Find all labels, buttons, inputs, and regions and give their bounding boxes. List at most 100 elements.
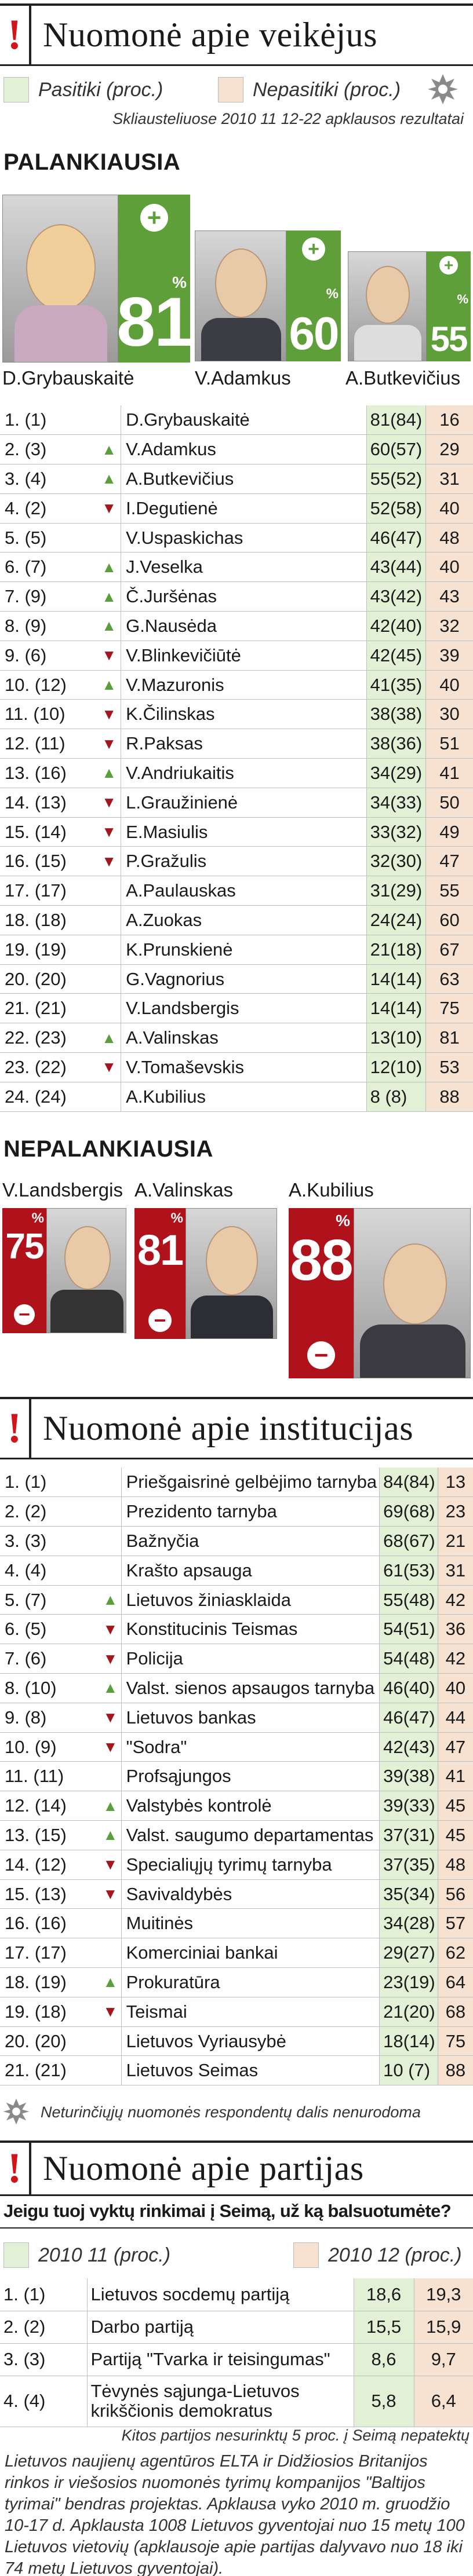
arrow-up-icon: ▲	[100, 1585, 122, 1615]
unfavorable-heading: NEPALANKIAUSIA	[3, 1136, 213, 1162]
rank-place: 23. (22)	[0, 1052, 97, 1082]
distrust-value: 67	[425, 935, 473, 965]
alert-icon: !	[0, 6, 31, 64]
row-name: Lietuvos bankas	[121, 1703, 380, 1733]
row-name: Valst. sienos apsaugos tarnyba	[121, 1673, 380, 1703]
portrait-photo	[46, 1208, 126, 1333]
trend-icon	[100, 1496, 122, 1527]
trust-value: 46(47)	[366, 523, 426, 553]
distrust-value: 48	[425, 523, 473, 553]
minus-icon: −	[14, 1304, 35, 1325]
plus-icon: +	[302, 237, 325, 261]
trend-icon	[100, 2055, 122, 2086]
distrust-value: 88	[425, 1082, 473, 1112]
table-row: 15. (14) ▼ E.Masiulis 33(32) 49	[0, 817, 473, 847]
rank-place: 3. (4)	[0, 464, 97, 494]
rank-place: 1. (1)	[0, 1468, 100, 1498]
distrust-value: 64	[437, 1967, 473, 1997]
rank-place: 9. (6)	[0, 641, 97, 671]
row-name: Valstybės kontrolė	[121, 1791, 380, 1821]
distrust-value: 13	[437, 1468, 473, 1498]
value-dec: 15,9	[413, 2311, 473, 2344]
row-name: Lietuvos Vyriausybė	[121, 2026, 380, 2057]
trend-icon	[100, 1468, 122, 1498]
arrow-up-icon: ▲	[97, 581, 121, 612]
legend-label-dec: 2010 12 (proc.)	[328, 2244, 462, 2266]
trust-value: 61(53)	[379, 1556, 438, 1586]
person-name: A.Butkevičius	[345, 367, 461, 389]
institutions-table: 1. (1) Priešgaisrinė gelbėjimo tarnyba 84(…	[0, 1468, 473, 2086]
favorable-heading: PALANKIAUSIA	[3, 149, 181, 175]
table-row: 12. (14) ▲ Valstybės kontrolė 39(33) 45	[0, 1791, 473, 1821]
row-name: I.Degutienė	[121, 493, 367, 524]
arrow-down-icon: ▼	[97, 1052, 121, 1082]
alert-icon: !	[0, 2143, 31, 2194]
party-question: Jeigu tuoj vyktų rinkimai į Seimą, už ką…	[0, 2201, 473, 2229]
trust-value: 13(10)	[366, 1023, 426, 1053]
rank-place: 1. (1)	[0, 405, 97, 436]
trust-value: 39(33)	[379, 1791, 438, 1821]
row-name: V.Mazuronis	[121, 670, 367, 700]
person-name: D.Grybauskaitė	[2, 367, 134, 389]
trend-icon	[100, 1761, 122, 1792]
table-row: 5. (5) V.Uspaskichas 46(47) 48	[0, 523, 473, 553]
gear-icon	[3, 2098, 30, 2125]
table-row: 20. (20) G.Vagnorius 14(14) 63	[0, 964, 473, 994]
rank-place: 17. (17)	[0, 1938, 100, 1968]
section-header-parties: ! Nuomonė apie partijas	[0, 2140, 473, 2196]
rank-place: 10. (12)	[0, 670, 97, 700]
row-name: Č.Juršėnas	[121, 581, 367, 612]
section-title: Nuomonė apie veikėjus	[43, 16, 378, 54]
table-row: 14. (12) ▼ Specialiųjų tyrimų tarnyba 37(35…	[0, 1850, 473, 1880]
row-name: A.Valinskas	[121, 1023, 367, 1053]
person-name: A.Valinskas	[134, 1179, 233, 1201]
table-row: 21. (21) Lietuvos Seimas 10 (7) 88	[0, 2055, 473, 2086]
rank-place: 12. (11)	[0, 729, 97, 759]
arrow-down-icon: ▼	[97, 641, 121, 671]
legend-label-distrust: Nepasitiki (proc.)	[253, 78, 401, 101]
party-name: Tėvynės sąjunga-Lietuvos krikščionis dem…	[86, 2376, 354, 2427]
table-row: 11. (11) Profsąjungos 39(38) 41	[0, 1761, 473, 1792]
row-name: L.Graužinienė	[121, 788, 367, 818]
trust-value: 39(38)	[379, 1761, 438, 1792]
distrust-value: 68	[437, 1997, 473, 2027]
table-row: 10. (9) ▼ "Sodra" 42(43) 47	[0, 1732, 473, 1762]
row-name: G.Vagnorius	[121, 964, 367, 994]
table-row: 17. (17) Komerciniai bankai 29(27) 62	[0, 1938, 473, 1968]
table-row: 8. (10) ▲ Valst. sienos apsaugos tarnyba 46…	[0, 1673, 473, 1703]
trust-value: 32(30)	[366, 846, 426, 877]
distrust-value: 45	[437, 1820, 473, 1850]
rank-place: 6. (5)	[0, 1614, 100, 1645]
distrust-score-box: % 75 −	[2, 1208, 46, 1333]
rank-place: 16. (15)	[0, 846, 97, 877]
arrow-up-icon: ▲	[100, 1791, 122, 1821]
distrust-value: 40	[437, 1673, 473, 1703]
trust-value: 23(19)	[379, 1967, 438, 1997]
party-name: Lietuvos socdemų partiją	[86, 2278, 354, 2311]
distrust-value: 45	[437, 1791, 473, 1821]
row-name: A.Zuokas	[121, 905, 367, 935]
arrow-up-icon: ▲	[97, 1023, 121, 1053]
distrust-value: 44	[437, 1703, 473, 1733]
alert-icon: !	[0, 1399, 31, 1458]
row-name: Lietuvos žiniasklaida	[121, 1585, 380, 1615]
rank-place: 11. (11)	[0, 1761, 100, 1792]
table-row: 6. (5) ▼ Konstitucinis Teismas 54(51) 36	[0, 1614, 473, 1645]
rank-place: 2. (2)	[0, 2311, 87, 2344]
table-row: 16. (15) ▼ P.Gražulis 32(30) 47	[0, 846, 473, 877]
rank-place: 8. (10)	[0, 1673, 100, 1703]
rank-place: 17. (17)	[0, 876, 97, 906]
arrow-down-icon: ▼	[97, 729, 121, 759]
trust-value: 55(52)	[366, 464, 426, 494]
person-name: A.Kubilius	[289, 1179, 374, 1201]
trust-value: 52(58)	[366, 493, 426, 524]
rank-place: 19. (18)	[0, 1997, 100, 2027]
trend-icon	[97, 905, 121, 935]
rank-place: 2. (2)	[0, 1496, 100, 1527]
distrust-value: 47	[425, 846, 473, 877]
table-row: 22. (23) ▲ A.Valinskas 13(10) 81	[0, 1023, 473, 1053]
row-name: Prezidento tarnyba	[121, 1496, 380, 1527]
arrow-down-icon: ▼	[97, 846, 121, 877]
table-row: 13. (16) ▲ V.Andriukaitis 34(29) 41	[0, 758, 473, 788]
percent-sign: %	[172, 273, 187, 291]
